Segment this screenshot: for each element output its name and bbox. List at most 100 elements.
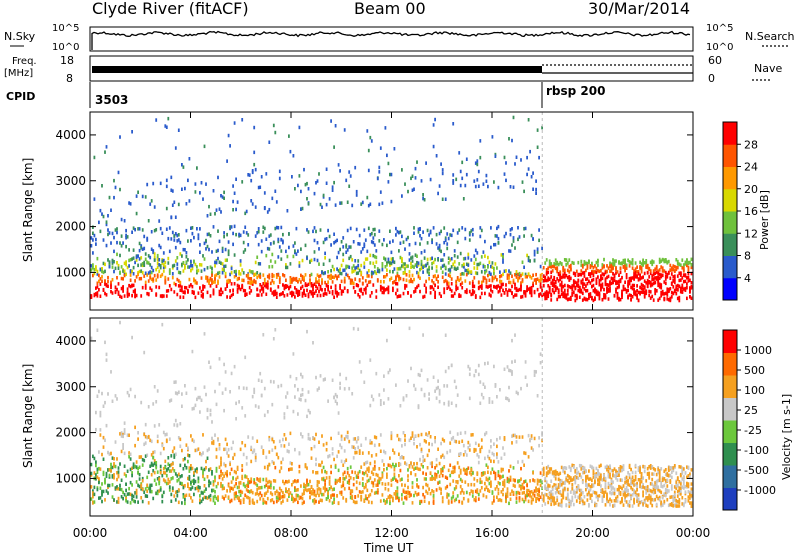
data-cell — [158, 258, 160, 262]
data-cell — [565, 503, 567, 507]
data-cell — [103, 445, 105, 449]
data-cell — [175, 259, 177, 263]
data-cell — [398, 249, 400, 253]
data-cell — [502, 446, 504, 450]
data-cell — [662, 274, 664, 278]
data-cell — [424, 284, 426, 288]
data-cell — [324, 256, 326, 260]
data-cell — [169, 250, 171, 254]
data-cell — [181, 474, 183, 478]
data-cell — [481, 438, 483, 442]
data-cell — [534, 437, 536, 441]
data-cell — [139, 257, 141, 261]
data-cell — [386, 268, 388, 272]
data-cell — [681, 258, 683, 262]
data-cell — [137, 431, 139, 435]
data-cell — [179, 252, 181, 256]
data-cell — [265, 478, 267, 482]
data-cell — [172, 450, 174, 454]
data-cell — [145, 423, 147, 427]
data-cell — [136, 480, 138, 484]
data-cell — [351, 204, 353, 208]
data-cell — [271, 197, 273, 201]
data-cell — [155, 228, 157, 232]
data-cell — [228, 240, 230, 244]
data-cell — [192, 350, 194, 354]
data-cell — [431, 461, 433, 465]
data-cell — [261, 380, 263, 384]
data-cell — [273, 380, 275, 384]
data-cell — [504, 156, 506, 160]
data-cell — [201, 263, 203, 267]
data-cell — [473, 276, 475, 280]
data-cell — [160, 246, 162, 250]
data-cell — [193, 493, 195, 497]
data-cell — [122, 289, 124, 293]
data-cell — [407, 474, 409, 478]
data-cell — [394, 267, 396, 271]
cpid-panel: CPID 3503 rbsp 200 — [6, 82, 605, 108]
data-cell — [454, 380, 456, 384]
data-cell — [172, 486, 174, 490]
data-cell — [461, 272, 463, 276]
data-cell — [574, 274, 576, 278]
data-cell — [118, 497, 120, 501]
data-cell — [366, 257, 368, 261]
data-cell — [457, 287, 459, 291]
data-cell — [366, 489, 368, 493]
data-cell — [217, 495, 219, 499]
data-cell — [555, 477, 557, 481]
data-cell — [302, 285, 304, 289]
data-cell — [463, 497, 465, 501]
data-cell — [425, 161, 427, 165]
data-cell — [520, 158, 522, 162]
data-cell — [139, 277, 141, 281]
data-cell — [689, 290, 691, 294]
data-cell — [160, 452, 162, 456]
data-cell — [333, 458, 335, 462]
data-cell — [240, 288, 242, 292]
data-cell — [439, 462, 441, 466]
data-cell — [501, 283, 503, 287]
data-cell — [287, 391, 289, 395]
data-cell — [505, 500, 507, 504]
data-cell — [216, 261, 218, 265]
data-cell — [490, 481, 492, 485]
data-cell — [284, 416, 286, 420]
data-cell — [552, 269, 554, 273]
data-cell — [353, 240, 355, 244]
data-cell — [279, 440, 281, 444]
data-cell — [311, 259, 313, 263]
data-cell — [268, 273, 270, 277]
data-cell — [232, 441, 234, 445]
data-cell — [360, 250, 362, 254]
data-cell — [362, 292, 364, 296]
data-cell — [294, 295, 296, 299]
data-cell — [436, 233, 438, 237]
data-cell — [597, 275, 599, 279]
data-cell — [449, 483, 451, 487]
data-cell — [517, 279, 519, 283]
data-cell — [481, 229, 483, 233]
data-cell — [412, 485, 414, 489]
data-cell — [428, 266, 430, 270]
data-cell — [498, 241, 500, 245]
data-cell — [564, 471, 566, 475]
data-cell — [439, 480, 441, 484]
data-cell — [210, 366, 212, 370]
nsky-frame — [90, 27, 693, 51]
data-cell — [107, 392, 109, 396]
data-cell — [371, 139, 373, 143]
y-tick-label: 1000 — [55, 265, 86, 279]
data-cell — [258, 227, 260, 231]
data-cell — [516, 435, 518, 439]
data-cell — [321, 493, 323, 497]
data-cell — [342, 259, 344, 263]
data-cell — [98, 450, 100, 454]
data-cell — [484, 254, 486, 258]
data-cell — [314, 192, 316, 196]
data-cell — [644, 285, 646, 289]
data-cell — [498, 470, 500, 474]
data-cell — [294, 448, 296, 452]
data-cell — [173, 469, 175, 473]
